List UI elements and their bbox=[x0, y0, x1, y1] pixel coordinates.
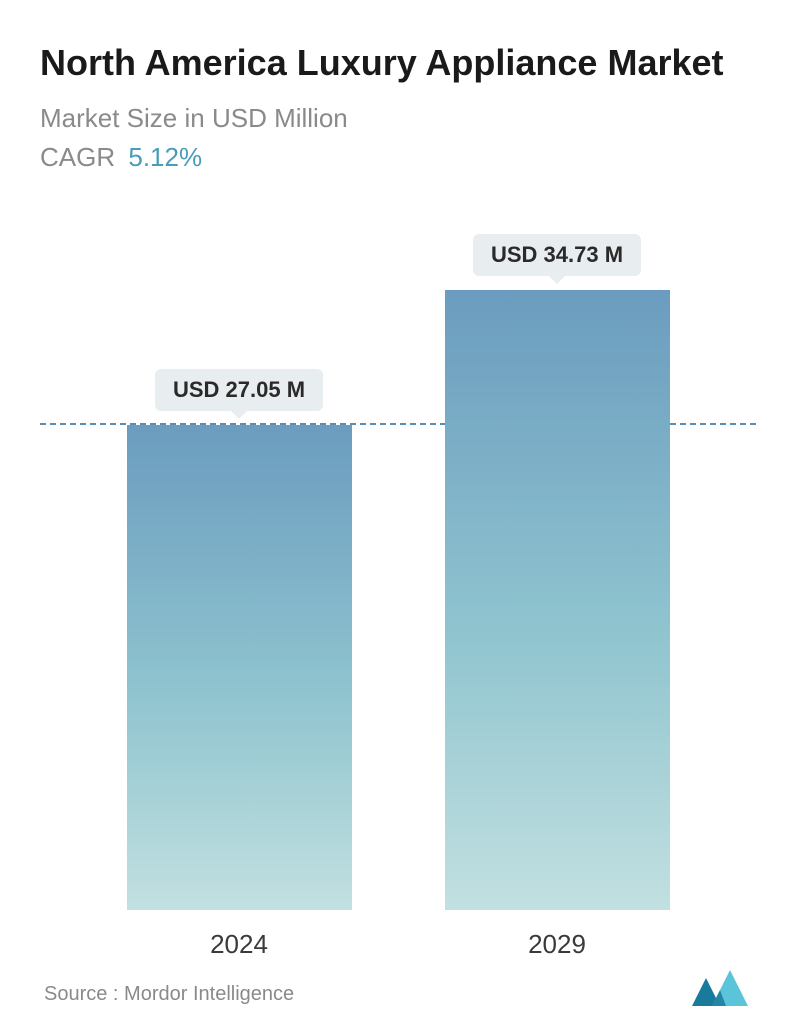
footer: Source : Mordor Intelligence bbox=[40, 970, 756, 1014]
mordor-logo-icon bbox=[692, 970, 752, 1006]
value-badge: USD 27.05 M bbox=[155, 369, 323, 411]
source-label: Source : bbox=[44, 983, 118, 1005]
cagr-label: CAGR bbox=[40, 142, 115, 172]
bar bbox=[445, 290, 670, 910]
bar-group-2029: USD 34.73 M 2029 bbox=[445, 234, 670, 910]
bar bbox=[127, 425, 352, 910]
source-name: Mordor Intelligence bbox=[124, 983, 294, 1005]
x-axis-label: 2029 bbox=[528, 929, 586, 960]
chart-subtitle: Market Size in USD Million bbox=[40, 103, 756, 134]
bars-row: USD 27.05 M 2024 USD 34.73 M 2029 bbox=[40, 290, 756, 910]
x-axis-label: 2024 bbox=[210, 929, 268, 960]
value-badge: USD 34.73 M bbox=[473, 234, 641, 276]
bar-group-2024: USD 27.05 M 2024 bbox=[127, 369, 352, 910]
chart-title: North America Luxury Appliance Market bbox=[40, 40, 756, 85]
source-text: Source : Mordor Intelligence bbox=[44, 983, 294, 1006]
cagr-row: CAGR 5.12% bbox=[40, 142, 756, 173]
chart-container: North America Luxury Appliance Market Ma… bbox=[0, 0, 796, 1034]
cagr-value: 5.12% bbox=[128, 142, 202, 172]
chart-area: USD 27.05 M 2024 USD 34.73 M 2029 bbox=[40, 203, 756, 970]
